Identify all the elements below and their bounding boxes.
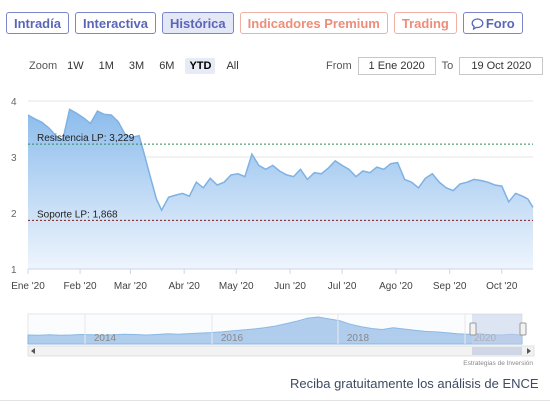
chart-credit: Estrategias de Inversión — [463, 360, 533, 367]
navigator-year-label: 2018 — [347, 333, 370, 344]
scroll-right-arrow-icon[interactable] — [527, 348, 531, 354]
y-tick-label: 3 — [11, 153, 17, 164]
tab-label: Foro — [485, 16, 515, 31]
x-tick-label: Feb '20 — [64, 281, 97, 292]
to-label: To — [441, 60, 454, 72]
x-tick-label: Sep '20 — [433, 281, 467, 292]
zoom-label: Zoom — [29, 60, 58, 72]
tab-label: Intradía — [14, 16, 61, 31]
navigator-handle-right[interactable] — [519, 322, 527, 336]
tab-interactiva[interactable]: Interactiva — [74, 12, 157, 34]
chat-bubble-icon — [471, 15, 484, 37]
zoom-button-3m[interactable]: 3M — [128, 60, 145, 72]
to-date-input[interactable]: 19 Oct 2020 — [459, 57, 544, 75]
tab-trading[interactable]: Trading — [393, 12, 457, 34]
from-date-input[interactable]: 1 Ene 2020 — [357, 57, 436, 75]
navigator-selection[interactable] — [472, 314, 522, 344]
x-tick-label: Abr '20 — [168, 281, 200, 292]
navigator-handle-left[interactable] — [469, 322, 477, 336]
tab-label: Trading — [401, 16, 449, 31]
zoom-button-1m[interactable]: 1M — [98, 60, 114, 72]
x-tick-label: Ago '20 — [379, 281, 413, 292]
scrollbar-thumb[interactable] — [472, 347, 522, 355]
date-range: From 1 Ene 2020 To 19 Oct 2020 — [326, 57, 544, 75]
tab-label: Interactiva — [82, 16, 149, 31]
from-label: From — [326, 60, 352, 72]
zoom-button-all[interactable]: All — [226, 60, 239, 72]
x-tick-label: Ene '20 — [11, 281, 45, 292]
navigator-year-label: 2014 — [94, 333, 117, 344]
tab-foro[interactable]: Foro — [462, 12, 523, 37]
x-tick-label: Oct '20 — [486, 281, 518, 292]
price-chart-svg: 1 2 3 4 Resistencia LP: 3,229 Soporte LP: 1,8… — [11, 97, 535, 367]
tab-label: Indicadores Premium — [247, 16, 380, 31]
navigator-series — [27, 316, 523, 345]
y-tick-label: 1 — [11, 265, 17, 276]
price-chart: 1 2 3 4 Resistencia LP: 3,229 Soporte LP: 1,8… — [0, 95, 550, 380]
zoom-buttons: 1W 1M 3M 6M YTD All — [63, 58, 250, 74]
tab-intradia[interactable]: Intradía — [6, 12, 69, 34]
support-label: Soporte LP: 1,868 — [37, 209, 118, 220]
chart-mode-tabs: Intradía Interactiva Histórica Indicadores … — [6, 12, 523, 34]
price-area — [28, 109, 533, 270]
x-tick-label: Mar '20 — [114, 281, 147, 292]
zoom-button-1w[interactable]: 1W — [67, 60, 84, 72]
x-tick-label: Jul '20 — [328, 281, 357, 292]
price-line — [27, 108, 534, 212]
x-tick-label: May '20 — [219, 281, 254, 292]
y-tick-label: 2 — [11, 209, 17, 220]
scroll-left-arrow-icon[interactable] — [31, 348, 35, 354]
footer-divider — [0, 400, 550, 401]
tab-label: Histórica — [170, 16, 226, 31]
zoom-selector: Zoom 1W 1M 3M 6M YTD All — [29, 58, 250, 74]
navigator-year-label: 2016 — [221, 333, 244, 344]
x-tick-label: Jun '20 — [274, 281, 306, 292]
navigator-scrollbar[interactable] — [27, 345, 535, 357]
resistance-label: Resistencia LP: 3,229 — [37, 133, 135, 144]
tab-historica[interactable]: Histórica — [162, 12, 234, 34]
footer-promo[interactable]: Reciba gratuitamente los análisis de ENC… — [290, 376, 539, 391]
tab-indicadores-premium[interactable]: Indicadores Premium — [239, 12, 388, 34]
y-tick-label: 4 — [11, 97, 17, 108]
zoom-button-6m[interactable]: 6M — [159, 60, 175, 72]
zoom-button-ytd[interactable]: YTD — [185, 58, 216, 74]
